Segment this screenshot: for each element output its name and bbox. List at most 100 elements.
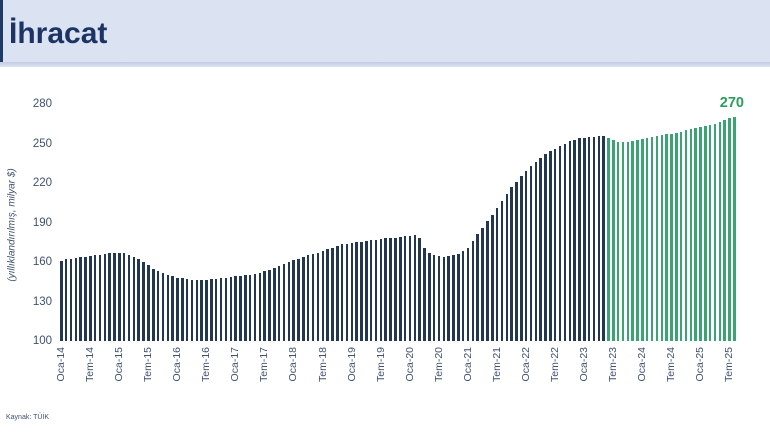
x-tick-label: Tem-23	[607, 347, 620, 383]
bar	[723, 120, 726, 341]
bar	[89, 256, 92, 341]
x-tick-label: Oca-22	[519, 347, 532, 382]
bar	[336, 245, 339, 341]
bar	[592, 136, 596, 341]
bar	[665, 134, 668, 341]
bar	[660, 134, 663, 341]
header-divider	[0, 62, 770, 67]
x-tick-label: Tem-18	[316, 347, 329, 383]
x-tick-label: Oca-17	[229, 347, 242, 382]
bar	[345, 243, 349, 341]
bar	[481, 227, 484, 341]
bar	[268, 269, 271, 341]
bar	[214, 279, 218, 341]
bar	[244, 275, 247, 341]
bar	[655, 135, 659, 341]
bar	[103, 254, 107, 341]
x-tick-label: Tem-15	[142, 347, 155, 383]
bar	[626, 141, 630, 341]
bar	[641, 138, 644, 341]
bar	[645, 138, 649, 341]
bar	[573, 139, 576, 341]
last-value-label: 270	[719, 95, 744, 111]
bar	[399, 236, 402, 341]
bar	[471, 240, 475, 341]
bar	[84, 256, 87, 341]
bar	[355, 242, 358, 341]
bar	[350, 242, 354, 341]
x-tick-label: Tem-19	[374, 347, 387, 383]
bar	[64, 259, 68, 341]
bar	[74, 258, 78, 341]
bar	[132, 256, 136, 341]
bar	[365, 240, 368, 341]
bar	[452, 255, 455, 341]
bar	[558, 146, 562, 341]
bar	[413, 235, 417, 341]
bar	[69, 258, 73, 341]
bar	[229, 277, 232, 341]
bar	[321, 250, 324, 341]
bar	[476, 234, 479, 341]
bar	[428, 252, 431, 341]
bar	[127, 254, 131, 341]
bar	[534, 161, 538, 341]
bar	[418, 237, 421, 341]
export-chart: (yıllıklandırılmış, milyar $) 100 130 160 1…	[0, 67, 770, 407]
bar	[597, 136, 601, 341]
bar	[529, 165, 533, 341]
x-tick-label: Tem-21	[490, 347, 503, 383]
x-tick-label: Tem-22	[548, 347, 561, 383]
bar	[152, 268, 155, 341]
bar	[113, 252, 116, 341]
y-tick-label: 190	[32, 216, 52, 229]
bar	[621, 142, 625, 341]
x-tick-label: Oca-15	[113, 347, 126, 382]
x-tick-label: Tem-16	[200, 347, 213, 383]
x-tick-label: Tem-25	[723, 347, 736, 383]
bar	[185, 279, 189, 341]
bar	[302, 256, 305, 341]
source-note: Kaynak: TÜİK	[6, 414, 50, 421]
y-tick-label: 280	[32, 98, 52, 110]
bar	[524, 171, 528, 341]
x-tick-label: Oca-16	[171, 347, 184, 382]
bar	[200, 279, 203, 341]
bar	[544, 154, 547, 341]
bar	[190, 279, 194, 341]
bar	[403, 236, 407, 341]
bar	[161, 273, 165, 341]
bar	[360, 241, 363, 341]
bar	[549, 151, 552, 341]
bar	[515, 181, 518, 341]
bar	[505, 193, 509, 341]
bar	[631, 140, 634, 341]
bar	[616, 141, 620, 341]
y-tick-label: 250	[32, 137, 52, 150]
x-tick-label: Oca-18	[287, 347, 300, 382]
bar	[568, 140, 571, 341]
bar	[282, 263, 286, 341]
x-tick-label: Tem-17	[258, 347, 271, 383]
bar	[340, 244, 344, 341]
bar	[156, 271, 160, 341]
bar	[239, 275, 242, 341]
x-tick-label: Oca-23	[578, 347, 591, 382]
bar	[486, 221, 489, 341]
bar	[539, 157, 542, 341]
bar	[607, 138, 610, 341]
bar	[379, 238, 383, 341]
bar	[171, 276, 174, 341]
bar	[670, 133, 673, 341]
bar	[118, 252, 121, 341]
bar	[219, 278, 223, 341]
bar	[461, 251, 465, 341]
bar	[60, 260, 63, 341]
bar	[253, 273, 257, 341]
bar	[122, 253, 126, 341]
x-tick-label: Oca-19	[345, 347, 358, 382]
header: İhracat	[0, 0, 770, 62]
bar	[587, 136, 591, 341]
x-tick-label: Tem-14	[84, 347, 97, 383]
